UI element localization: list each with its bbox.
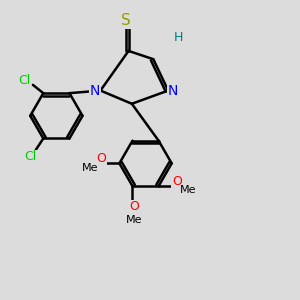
Text: Me: Me (180, 185, 196, 196)
Text: H: H (173, 31, 183, 44)
Text: Cl: Cl (24, 150, 36, 164)
Text: S: S (121, 14, 130, 28)
Text: Cl: Cl (18, 74, 30, 87)
Text: Me: Me (126, 215, 142, 225)
Text: O: O (96, 152, 106, 165)
Text: Me: Me (81, 163, 98, 173)
Text: N: N (90, 84, 100, 98)
Text: N: N (167, 84, 178, 98)
Text: O: O (129, 200, 139, 213)
Text: O: O (172, 175, 182, 188)
